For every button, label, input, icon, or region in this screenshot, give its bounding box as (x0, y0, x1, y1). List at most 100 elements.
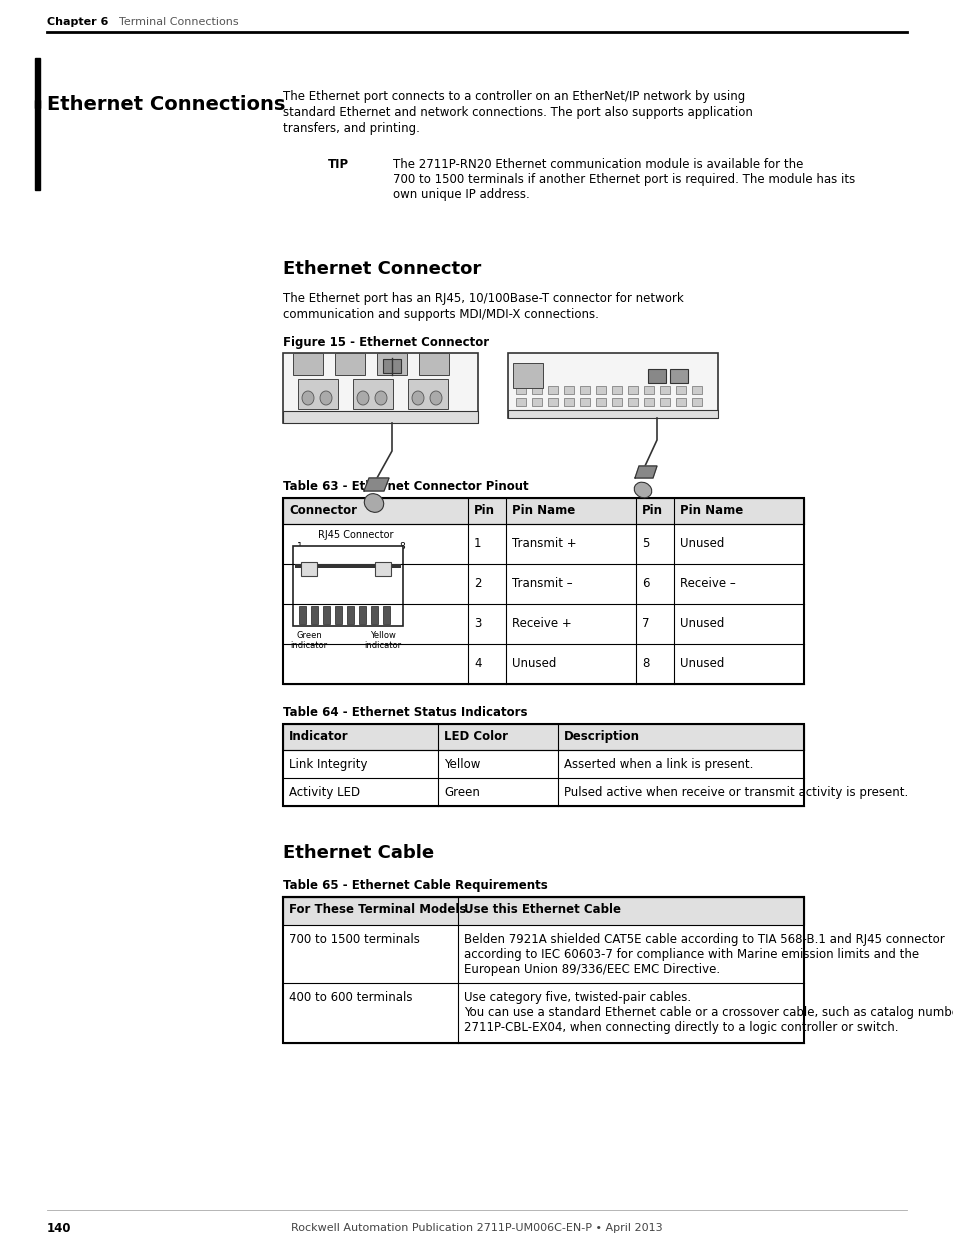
Text: Table 65 - Ethernet Cable Requirements: Table 65 - Ethernet Cable Requirements (283, 879, 547, 892)
Text: Unused: Unused (679, 537, 723, 550)
Bar (596, 398, 605, 406)
Bar (283, 411, 477, 424)
Text: Unused: Unused (679, 657, 723, 671)
Text: 1: 1 (474, 537, 481, 550)
Text: 2: 2 (474, 577, 481, 590)
Bar (382, 359, 400, 373)
Text: 5: 5 (641, 537, 649, 550)
Text: Pulsed active when receive or transmit activity is present.: Pulsed active when receive or transmit a… (563, 785, 907, 799)
Bar (35, 58, 40, 107)
Bar (323, 606, 330, 624)
Text: Transmit +: Transmit + (512, 537, 576, 550)
Bar (35, 100, 40, 190)
Bar (283, 897, 803, 1044)
Bar (513, 363, 542, 388)
Text: Connector: Connector (289, 504, 356, 517)
Bar (375, 562, 391, 576)
Ellipse shape (356, 391, 369, 405)
Bar (507, 410, 718, 417)
Bar (579, 398, 589, 406)
Text: Belden 7921A shielded CAT5E cable according to TIA 568-B.1 and RJ45 connector: Belden 7921A shielded CAT5E cable accord… (463, 932, 943, 946)
Bar (676, 398, 685, 406)
Text: Asserted when a link is present.: Asserted when a link is present. (563, 758, 753, 771)
Bar (612, 398, 621, 406)
Bar (311, 606, 317, 624)
Text: standard Ethernet and network connections. The port also supports application: standard Ethernet and network connection… (283, 106, 752, 119)
Bar (691, 387, 701, 394)
Text: Yellow: Yellow (443, 758, 480, 771)
Text: 140: 140 (47, 1221, 71, 1235)
Text: You can use a standard Ethernet cable or a crossover cable, such as catalog numb: You can use a standard Ethernet cable or… (463, 1007, 953, 1019)
Text: Terminal Connections: Terminal Connections (119, 17, 238, 27)
Bar (579, 387, 589, 394)
Bar (659, 387, 669, 394)
Bar (335, 353, 365, 375)
Text: European Union 89/336/EEC EMC Directive.: European Union 89/336/EEC EMC Directive. (463, 963, 720, 976)
Text: Rockwell Automation Publication 2711P-UM006C-EN-P • April 2013: Rockwell Automation Publication 2711P-UM… (291, 1223, 662, 1233)
Polygon shape (635, 466, 657, 478)
Bar (669, 369, 687, 383)
Text: 2711P-CBL-EX04, when connecting directly to a logic controller or switch.: 2711P-CBL-EX04, when connecting directly… (463, 1021, 898, 1034)
Bar (516, 398, 525, 406)
Ellipse shape (302, 391, 314, 405)
Text: The Ethernet port connects to a controller on an EtherNet/IP network by using: The Ethernet port connects to a controll… (283, 90, 744, 103)
Bar (516, 387, 525, 394)
Ellipse shape (319, 391, 332, 405)
Bar (507, 353, 718, 417)
Bar (659, 398, 669, 406)
Text: according to IEC 60603-7 for compliance with Marine emission limits and the: according to IEC 60603-7 for compliance … (463, 948, 918, 961)
Bar (532, 387, 541, 394)
Text: 4: 4 (474, 657, 481, 671)
Text: 3: 3 (474, 618, 481, 630)
Text: Pin: Pin (641, 504, 662, 517)
Bar (283, 353, 477, 424)
Text: LED Color: LED Color (443, 730, 507, 743)
Bar (353, 379, 393, 409)
Bar (627, 398, 638, 406)
Bar (627, 387, 638, 394)
Text: Figure 15 - Ethernet Connector: Figure 15 - Ethernet Connector (283, 336, 489, 350)
Bar (382, 606, 390, 624)
Text: Indicator: Indicator (289, 730, 348, 743)
Text: Pin: Pin (474, 504, 495, 517)
Bar (283, 498, 803, 524)
Text: Receive –: Receive – (679, 577, 735, 590)
Ellipse shape (634, 482, 651, 498)
Bar (643, 398, 654, 406)
Text: 6: 6 (641, 577, 649, 590)
Text: Ethernet Connections: Ethernet Connections (47, 95, 285, 114)
Bar (293, 353, 323, 375)
Text: Unused: Unused (512, 657, 556, 671)
Text: Ethernet Connector: Ethernet Connector (283, 261, 480, 278)
Text: The Ethernet port has an RJ45, 10/100Base-T connector for network: The Ethernet port has an RJ45, 10/100Bas… (283, 291, 683, 305)
Text: 700 to 1500 terminals: 700 to 1500 terminals (289, 932, 419, 946)
Bar (547, 398, 558, 406)
Bar (301, 562, 316, 576)
Text: 8: 8 (641, 657, 649, 671)
Text: RJ45 Connector: RJ45 Connector (318, 530, 394, 540)
Text: TIP: TIP (328, 158, 349, 170)
Text: Activity LED: Activity LED (289, 785, 359, 799)
Bar (371, 606, 377, 624)
Bar (563, 387, 574, 394)
Bar (532, 398, 541, 406)
Text: Link Integrity: Link Integrity (289, 758, 367, 771)
Bar (283, 724, 803, 750)
Text: Green
indicator: Green indicator (290, 631, 327, 651)
Bar (643, 387, 654, 394)
Bar (297, 379, 337, 409)
Text: Receive +: Receive + (512, 618, 571, 630)
Text: Description: Description (563, 730, 639, 743)
Ellipse shape (375, 391, 387, 405)
Bar (283, 724, 803, 806)
Bar (294, 564, 400, 568)
Text: Green: Green (443, 785, 479, 799)
Bar (293, 546, 402, 626)
Text: 700 to 1500 terminals if another Ethernet port is required. The module has its: 700 to 1500 terminals if another Etherne… (393, 173, 854, 186)
Text: Pin Name: Pin Name (679, 504, 742, 517)
Text: 8: 8 (398, 542, 404, 551)
Bar (408, 379, 448, 409)
Bar (547, 387, 558, 394)
Text: Yellow
indicator: Yellow indicator (364, 631, 401, 651)
Bar (298, 606, 306, 624)
